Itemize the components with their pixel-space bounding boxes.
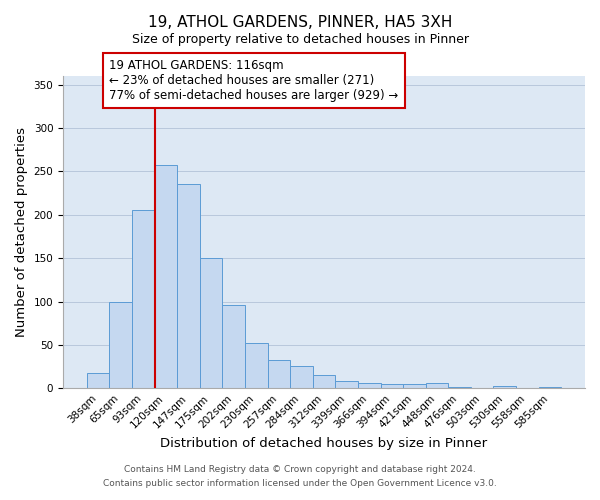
Bar <box>380 384 403 388</box>
Bar <box>358 383 380 388</box>
Text: Size of property relative to detached houses in Pinner: Size of property relative to detached ho… <box>131 32 469 46</box>
Bar <box>109 302 132 388</box>
Bar <box>200 258 223 388</box>
Bar <box>448 386 471 388</box>
Bar <box>493 386 516 388</box>
Bar <box>155 166 177 388</box>
Bar <box>290 366 313 388</box>
Bar <box>245 343 268 388</box>
Text: Contains HM Land Registry data © Crown copyright and database right 2024.
Contai: Contains HM Land Registry data © Crown c… <box>103 466 497 487</box>
Bar <box>403 384 425 388</box>
Y-axis label: Number of detached properties: Number of detached properties <box>15 127 28 337</box>
Bar <box>177 184 200 388</box>
Bar <box>425 383 448 388</box>
Text: 19 ATHOL GARDENS: 116sqm
← 23% of detached houses are smaller (271)
77% of semi-: 19 ATHOL GARDENS: 116sqm ← 23% of detach… <box>109 59 398 102</box>
Bar <box>132 210 155 388</box>
Text: 19, ATHOL GARDENS, PINNER, HA5 3XH: 19, ATHOL GARDENS, PINNER, HA5 3XH <box>148 15 452 30</box>
Bar <box>223 305 245 388</box>
Bar <box>335 380 358 388</box>
Bar <box>313 376 335 388</box>
X-axis label: Distribution of detached houses by size in Pinner: Distribution of detached houses by size … <box>160 437 488 450</box>
Bar <box>539 386 561 388</box>
Bar <box>268 360 290 388</box>
Bar <box>87 372 109 388</box>
